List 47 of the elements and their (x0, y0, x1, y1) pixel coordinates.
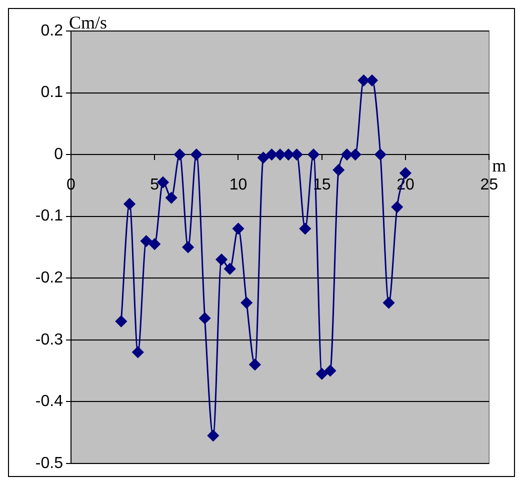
point (358, 74, 370, 86)
point (324, 364, 336, 376)
point (240, 297, 252, 309)
point (282, 148, 294, 160)
point (224, 263, 236, 275)
x-tick-label: 25 (480, 176, 498, 194)
point (166, 192, 178, 204)
point (350, 148, 362, 160)
point (174, 148, 186, 160)
point (299, 222, 311, 234)
point (366, 74, 378, 86)
point (140, 235, 152, 247)
y-tick-label: 0.2 (40, 22, 64, 40)
point (199, 312, 211, 324)
point (291, 148, 303, 160)
point (374, 148, 386, 160)
point (308, 148, 320, 160)
y-tick-label: -0.2 (35, 269, 64, 286)
y-tick-label: -0.4 (35, 393, 64, 410)
point (258, 152, 270, 164)
y-axis-title: Cm/s (69, 12, 108, 33)
y-tick-label: -0.3 (35, 331, 64, 348)
point (190, 148, 202, 160)
point (341, 148, 353, 160)
point (115, 316, 127, 328)
point (332, 164, 344, 176)
point (249, 358, 261, 370)
point (124, 198, 136, 210)
point (316, 368, 328, 380)
point (274, 148, 286, 160)
x-axis-title: m (492, 155, 506, 176)
y-tick-label: 0 (54, 146, 64, 163)
y-tick-label: -0.5 (35, 454, 64, 472)
y-tick-label: 0.1 (40, 84, 64, 102)
x-tick-label: 10 (229, 176, 248, 194)
point (182, 241, 194, 253)
point (232, 222, 244, 234)
point (266, 148, 278, 160)
x-tick-label: 5 (150, 176, 160, 194)
point (383, 297, 395, 309)
y-tick-label: -0.1 (35, 208, 64, 225)
point (391, 201, 403, 213)
point (216, 254, 228, 266)
point (207, 430, 219, 442)
point (400, 167, 412, 179)
point (148, 238, 160, 250)
point (132, 346, 144, 358)
